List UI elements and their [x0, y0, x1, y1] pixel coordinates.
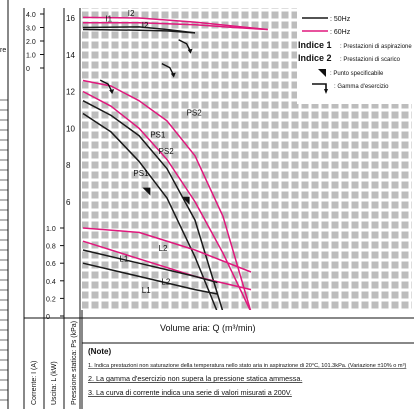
x-axis-label: Volume aria: Q (m³/min)	[160, 323, 256, 333]
label-l1-upper: L1	[119, 254, 128, 263]
range-arrow-icon	[161, 62, 174, 74]
range-arrow-icon	[178, 39, 191, 51]
curve-ps2-50hz	[82, 100, 224, 313]
curve-l1-50hz	[82, 249, 218, 284]
pressure-tick-label: 12	[66, 88, 75, 97]
curve-labels: I2 I1 I2 PS2 PS2 PS1 PS1 L2 L1 L2 L1	[105, 9, 202, 295]
pressure-tick-label: 8	[66, 161, 71, 170]
note-1: 1. Indica prestazioni non saturazione de…	[88, 363, 406, 369]
legend-range-label: : Gamma d'esercizio	[334, 84, 389, 90]
output-tick-label: 0.6	[46, 261, 56, 268]
range-arrow-icon	[99, 79, 112, 91]
legend-index2-key: Indice 2	[298, 53, 332, 63]
current-tick-label: 4.0	[26, 12, 36, 19]
curve-ps2-60hz	[82, 79, 252, 313]
output-tick-label: 0.4	[46, 279, 56, 286]
legend: : 50Hz : 60Hz Indice 1 : Prestazioni di …	[297, 8, 412, 104]
curve-l2-60hz	[82, 227, 252, 273]
curve-i1-60hz	[83, 22, 268, 31]
range-arrow-icon-head	[187, 48, 193, 54]
pressure-tick-label: 6	[66, 198, 71, 207]
notes-title: (Note)	[88, 347, 111, 356]
curve-l2-50hz	[82, 262, 218, 295]
curve-l1-60hz	[82, 240, 252, 291]
curve-ps1-50hz	[82, 112, 219, 313]
pressure-tick-label: 16	[66, 14, 75, 23]
note-3: 3. La curva di corrente indica una serie…	[88, 388, 292, 397]
specifiable-point-icon	[181, 196, 190, 205]
current-tick-label: 2.0	[26, 39, 36, 46]
label-i1-top: I1	[105, 14, 112, 23]
legend-index2-text: : Prestazioni di scarico	[340, 57, 401, 63]
pressure-tick-label: 10	[66, 124, 75, 133]
specifiable-point-icon	[142, 187, 151, 196]
legend-triangle-icon	[318, 69, 326, 77]
output-tick-label: 0.2	[46, 296, 56, 303]
legend-triangle-label: : Punto specificabile	[330, 71, 384, 77]
output-tick-label: 0.8	[46, 244, 56, 251]
label-ps2-mid: PS2	[159, 147, 175, 156]
range-arrow-icon-head	[109, 89, 115, 95]
legend-60hz-label: : 60Hz	[330, 29, 351, 36]
curve-i2-60hz	[82, 16, 268, 31]
fragment-text: re	[0, 47, 6, 54]
curve-ps1-60hz	[82, 90, 252, 313]
label-i2-top: I2	[128, 9, 135, 18]
label-ps1-upper: PS1	[150, 130, 166, 139]
legend-range-arrowhead	[324, 89, 328, 94]
pressure-axis-label: Pressione statica: Ps (kPa)	[71, 321, 78, 405]
legend-range-icon	[312, 83, 327, 90]
left-axes	[23, 8, 81, 409]
current-axis-label: Corrente: I (A)	[31, 361, 38, 405]
legend-index1-key: Indice 1	[298, 40, 332, 50]
left-page-fragment: re	[0, 0, 14, 409]
label-l2-lower: L2	[161, 277, 170, 286]
note-2: 2. La gamma d'esercizio non supera la pr…	[88, 374, 302, 383]
legend-50hz-label: : 50Hz	[330, 16, 351, 23]
current-tick-label: 0	[26, 66, 30, 73]
bottom-band: Volume aria: Q (m³/min) (Note) 1. Indica…	[24, 310, 414, 409]
legend-index1-text: : Prestazioni di aspirazione	[340, 44, 412, 50]
curves	[82, 16, 268, 313]
current-tick-label: 1.0	[26, 53, 36, 60]
range-arrow-icon-head	[170, 72, 176, 78]
current-tick-label: 3.0	[26, 26, 36, 33]
label-i1-mid: I2	[142, 21, 149, 30]
output-tick-label: 1.0	[46, 226, 56, 233]
markers	[99, 39, 193, 205]
output-axis-label: Uscita: L (kW)	[51, 361, 58, 405]
label-ps2-right: PS2	[187, 108, 203, 117]
pressure-tick-label: 14	[66, 51, 75, 60]
label-l2-upper: L2	[159, 244, 168, 253]
label-ps1-lower: PS1	[133, 169, 149, 178]
label-l1-lower: L1	[142, 286, 151, 295]
curve-i2-50hz	[82, 28, 196, 34]
